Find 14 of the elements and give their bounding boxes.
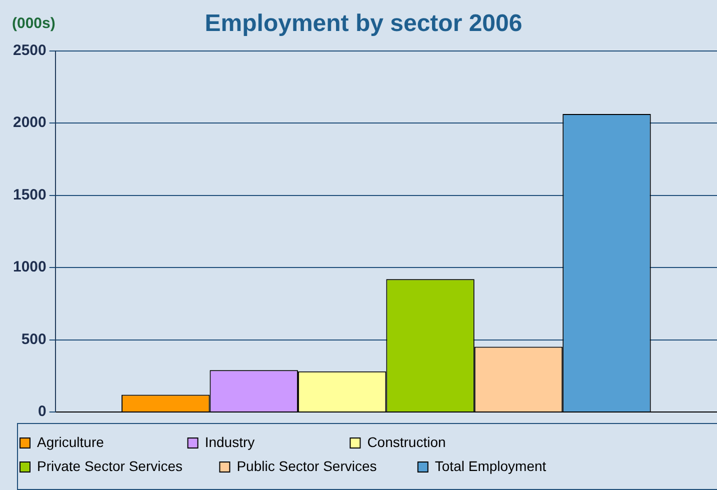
legend-label: Agriculture xyxy=(37,434,178,450)
y-tick-label: 1000 xyxy=(12,258,46,276)
legend-label: Public Sector Services xyxy=(236,458,408,474)
y-tick-label: 0 xyxy=(38,403,46,420)
legend-label: Industry xyxy=(204,434,340,450)
legend-label: Construction xyxy=(367,434,516,450)
y-tick-label: 1500 xyxy=(12,186,46,204)
legend-label: Private Sector Services xyxy=(37,458,210,474)
chart-title: Employment by sector 2006 xyxy=(204,10,522,38)
y-axis-title: (000s) xyxy=(12,15,56,32)
y-tick-label: 2000 xyxy=(12,114,46,132)
legend-label: Total Employment xyxy=(434,458,601,474)
y-tick-label: 2500 xyxy=(12,42,46,59)
y-tick-label: 500 xyxy=(21,330,46,348)
